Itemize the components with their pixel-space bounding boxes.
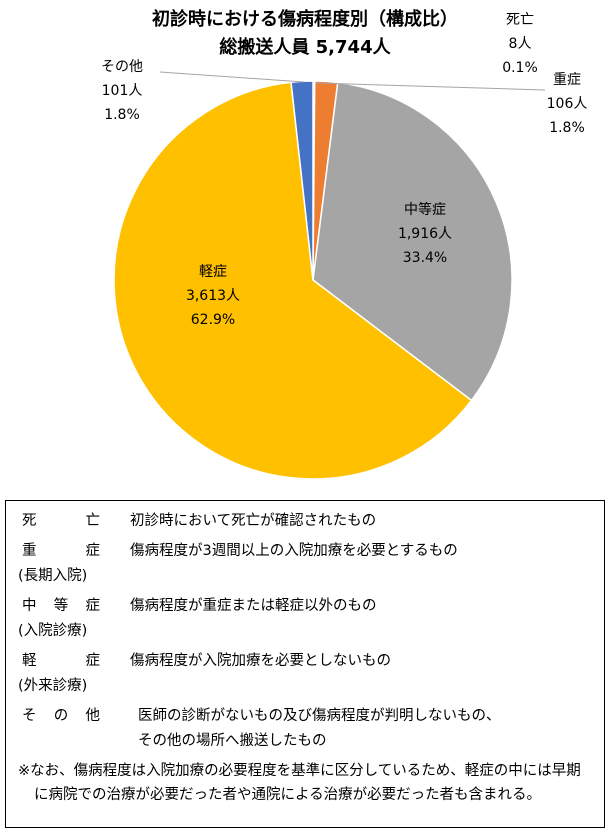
definition-row: 軽症 (外来診療) 傷病程度が入院加療を必要としないもの xyxy=(18,649,592,699)
slice-value-label: 101人 xyxy=(102,83,143,99)
footnote: ※なお、傷病程度は入院加療の必要程度を基準に区分しているため、軽症の中には早期に… xyxy=(18,763,581,803)
term-column: 中等症 (入院診療) xyxy=(18,594,130,644)
description: 傷病程度が入院加療を必要としないもの xyxy=(130,649,391,699)
chart-subtitle: 総搬送人員 5,744人 xyxy=(219,36,391,58)
term: その他 xyxy=(22,708,100,724)
description: 傷病程度が3週間以上の入院加療を必要とするもの xyxy=(130,539,458,589)
chart: 初診時における傷病程度別（構成比） 総搬送人員 5,744人 死亡 8人 0.1% 重… xyxy=(101,8,588,480)
slice-label: 軽症 xyxy=(199,264,227,280)
leader-line xyxy=(159,71,305,83)
slice-percent-label: 0.1% xyxy=(502,60,538,76)
pie-slice xyxy=(312,81,513,402)
slice-label: 重症 xyxy=(553,72,581,88)
pie-slice xyxy=(290,80,314,281)
term-detail: (入院診療) xyxy=(18,623,88,639)
slice-value-label: 8人 xyxy=(509,36,532,52)
slice-percent-label: 33.4% xyxy=(403,250,447,266)
term-detail: (長期入院) xyxy=(18,568,88,584)
slice-label: 死亡 xyxy=(506,12,534,28)
slice-value-label: 106人 xyxy=(547,96,588,112)
slice-label: その他 xyxy=(101,59,143,75)
term: 中等症 xyxy=(22,598,100,614)
description-line: 傷病程度が入院加療を必要としないもの xyxy=(130,653,391,669)
term: 軽症 xyxy=(22,653,100,669)
description-line: その他の場所へ搬送したもの xyxy=(138,733,327,749)
description: 傷病程度が重症または軽症以外のもの xyxy=(130,594,377,644)
slice-value-label: 3,613人 xyxy=(186,288,240,304)
term-column: その他 xyxy=(18,704,130,754)
description: 医師の診断がないもの及び傷病程度が判明しないもの、 その他の場所へ搬送したもの xyxy=(130,704,501,754)
term: 死亡 xyxy=(22,513,100,529)
term-column: 軽症 (外来診療) xyxy=(18,649,130,699)
definitions-box: 死亡 初診時において死亡が確認されたもの重症 (長期入院) 傷病程度が3週間以上の入院… xyxy=(5,500,605,828)
chart-title: 初診時における傷病程度別（構成比） xyxy=(152,8,458,30)
slice-percent-label: 1.8% xyxy=(104,107,140,123)
term-column: 重症 (長期入院) xyxy=(18,539,130,589)
slice-label: 中等症 xyxy=(404,201,446,218)
pie-slice xyxy=(113,81,473,480)
description-line: 傷病程度が3週間以上の入院加療を必要とするもの xyxy=(130,543,458,559)
definition-row: その他 医師の診断がないもの及び傷病程度が判明しないもの、 その他の場所へ搬送したも… xyxy=(18,704,592,754)
definition-row: 重症 (長期入院) 傷病程度が3週間以上の入院加療を必要とするもの xyxy=(18,539,592,589)
definition-row: 中等症 (入院診療) 傷病程度が重症または軽症以外のもの xyxy=(18,594,592,644)
slice-percent-label: 62.9% xyxy=(191,312,235,328)
description-line: 初診時において死亡が確認されたもの xyxy=(130,513,377,529)
term: 重症 xyxy=(22,543,100,559)
description-line: 医師の診断がないもの及び傷病程度が判明しないもの、 xyxy=(138,708,501,724)
description: 初診時において死亡が確認されたもの xyxy=(130,509,376,534)
description-line: 傷病程度が重症または軽症以外のもの xyxy=(130,598,377,614)
definition-row: 死亡 初診時において死亡が確認されたもの xyxy=(18,509,592,534)
leader-line xyxy=(315,82,546,91)
slice-percent-label: 1.8% xyxy=(549,120,585,136)
term-column: 死亡 xyxy=(18,509,130,534)
term-detail: (外来診療) xyxy=(18,678,88,694)
slice-value-label: 1,916人 xyxy=(398,226,452,242)
